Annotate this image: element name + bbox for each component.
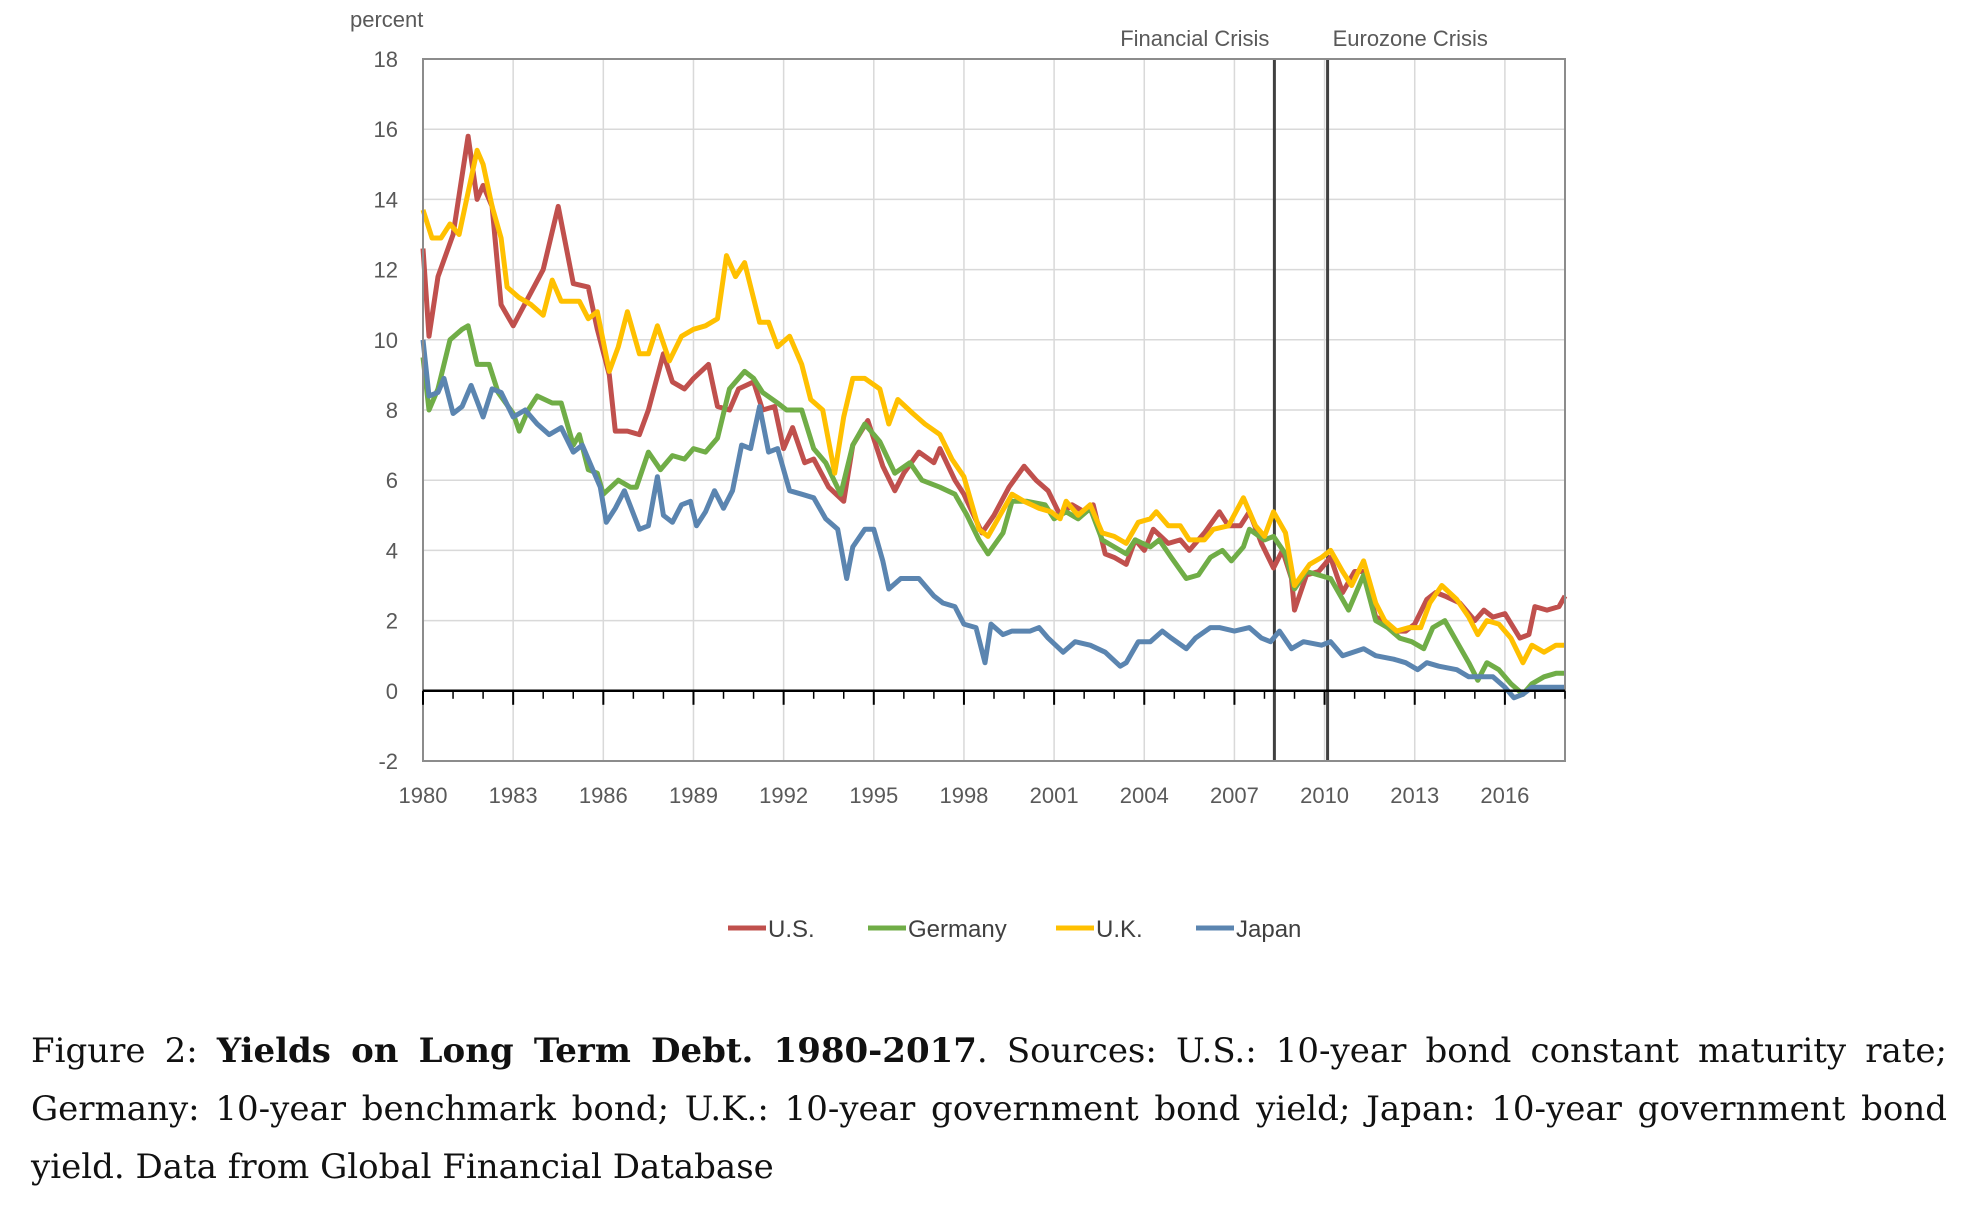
y-tick-label: 16 xyxy=(374,117,398,142)
x-tick-label: 1986 xyxy=(579,783,628,808)
legend-label: U.K. xyxy=(1096,916,1143,943)
caption-body: . Sources: U.S.: 10-year bond constant m… xyxy=(31,1031,1948,1187)
plot-frame xyxy=(422,58,1566,762)
y-axis-label: percent xyxy=(350,7,423,32)
legend-label: Germany xyxy=(908,916,1007,943)
crisis-markers: Financial Crisis Eurozone Crisis xyxy=(1120,26,1488,761)
y-tick-label: 10 xyxy=(374,328,398,353)
crisis-label: Eurozone Crisis xyxy=(1333,26,1488,51)
y-tick-label: -2 xyxy=(378,749,398,774)
x-tick-label: 1980 xyxy=(399,783,448,808)
x-tick-label: 2013 xyxy=(1390,783,1439,808)
figure-caption: Figure 2: Yields on Long Term Debt. 1980… xyxy=(31,1022,1947,1196)
x-tick-label: 2007 xyxy=(1210,783,1259,808)
x-tick-label: 2004 xyxy=(1120,783,1169,808)
x-tick-label: 1995 xyxy=(849,783,898,808)
y-tick-label: 4 xyxy=(386,538,398,563)
legend-label: Japan xyxy=(1236,916,1301,943)
series-line-uk xyxy=(420,147,1565,666)
y-tick-label: 8 xyxy=(386,398,398,423)
x-tick-label: 2010 xyxy=(1300,783,1349,808)
series-line-japan xyxy=(420,339,1565,701)
yields-line-chart: Financial Crisis Eurozone Crisis 18 16 14 12… xyxy=(350,7,1568,943)
gridlines xyxy=(422,58,1565,762)
series-lines xyxy=(420,133,1568,701)
x-tick-label: 1992 xyxy=(759,783,808,808)
caption-title: Yields on Long Term Debt. 1980-2017 xyxy=(216,1031,977,1071)
legend: U.S. Germany U.K. Japan xyxy=(728,916,1301,943)
caption-prefix: Figure 2: xyxy=(31,1031,217,1071)
y-tick-label: 18 xyxy=(374,47,398,72)
y-tick-label: 12 xyxy=(374,258,398,283)
x-tick-label: 1998 xyxy=(939,783,988,808)
y-tick-label: 2 xyxy=(386,609,398,634)
x-tick-label: 1983 xyxy=(489,783,538,808)
x-tick-label: 2001 xyxy=(1030,783,1079,808)
x-tick-label: 1989 xyxy=(669,783,718,808)
legend-label: U.S. xyxy=(768,916,815,943)
y-tick-label: 14 xyxy=(374,187,398,212)
y-tick-label: 6 xyxy=(386,468,398,493)
y-tick-label: 0 xyxy=(386,679,398,704)
crisis-label: Financial Crisis xyxy=(1120,26,1269,51)
x-tick-label: 2016 xyxy=(1480,783,1529,808)
series-line-us xyxy=(420,133,1568,641)
